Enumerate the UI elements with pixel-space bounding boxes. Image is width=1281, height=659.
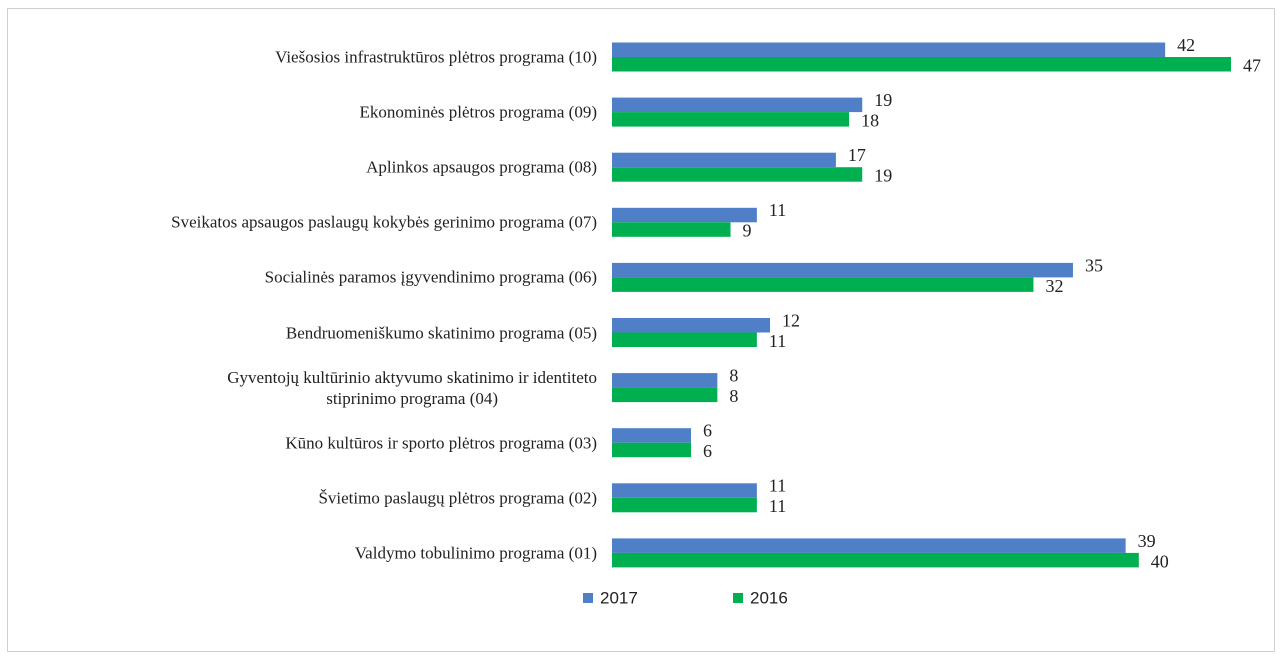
bar [612,97,863,113]
value-label: 17 [848,145,866,165]
bar [612,387,718,403]
value-label: 11 [769,200,786,220]
category-text: Švietimo paslaugų plėtros programa (02) [318,488,597,508]
value-label: 39 [1138,531,1156,551]
value-label: 32 [1045,276,1063,296]
value-label: 12 [782,310,800,330]
value-label: 8 [729,365,738,385]
value-label: 19 [874,90,892,110]
bar [612,373,718,388]
legend-swatch [733,593,743,603]
category-label: Sveikatos apsaugos paslaugų kokybės geri… [0,212,597,233]
bar [612,207,757,223]
bar [612,42,1166,57]
bar [612,167,863,182]
category-label: Ekonominės plėtros programa (09) [0,102,597,123]
category-text: Gyventojų kultūrinio aktyvumo skatinimo … [227,367,597,408]
frame [7,8,1275,652]
category-label: Bendruomeniškumo skatinimo programa (05) [0,322,597,343]
bar [612,483,757,498]
bar [612,497,757,513]
value-label: 9 [743,221,752,241]
value-label: 6 [703,441,712,461]
category-text: Socialinės paramos įgyvendinimo programa… [264,267,597,287]
category-text: Viešosios infrastruktūros plėtros progra… [275,47,597,67]
value-label: 11 [769,496,786,516]
category-text: Bendruomeniškumo skatinimo programa (05) [285,323,597,342]
bar [612,552,1139,568]
category-label: Aplinkos apsaugos programa (08) [0,157,597,178]
category-text: Valdymo tobulinimo programa (01) [354,543,597,563]
category-label: Valdymo tobulinimo programa (01) [0,542,597,563]
bar [612,318,771,333]
category-text: Aplinkos apsaugos programa (08) [366,157,597,177]
bar [612,442,692,458]
category-label: Švietimo paslaugų plėtros programa (02) [0,487,597,508]
category-label: Gyventojų kultūrinio aktyvumo skatinimo … [0,367,597,409]
bar [612,428,692,443]
category-label: Viešosios infrastruktūros plėtros progra… [0,47,597,68]
value-label: 8 [729,386,738,406]
legend-label: 2016 [750,588,788,607]
bar [612,152,836,168]
value-label: 19 [874,166,892,186]
legend-label: 2017 [600,588,638,607]
category-label: Socialinės paramos įgyvendinimo programa… [0,267,597,288]
category-text: Sveikatos apsaugos paslaugų kokybės geri… [171,212,597,232]
bar [612,332,757,347]
value-label: 11 [769,476,786,496]
bar [612,538,1126,553]
category-text: Kūno kultūros ir sporto plėtros programa… [285,433,597,453]
category-text: Ekonominės plėtros programa (09) [359,102,597,122]
value-label: 47 [1243,55,1261,75]
value-label: 18 [861,110,879,130]
legend-swatch [583,593,593,603]
bar [612,112,850,127]
bar [612,262,1073,278]
value-label: 6 [703,421,712,441]
bar [612,57,1231,72]
category-label: Kūno kultūros ir sporto plėtros programa… [0,432,597,453]
value-label: 42 [1177,35,1195,55]
bar [612,277,1034,292]
value-label: 11 [769,331,786,351]
value-label: 40 [1151,551,1169,571]
bar [612,222,731,237]
value-label: 35 [1085,255,1103,275]
